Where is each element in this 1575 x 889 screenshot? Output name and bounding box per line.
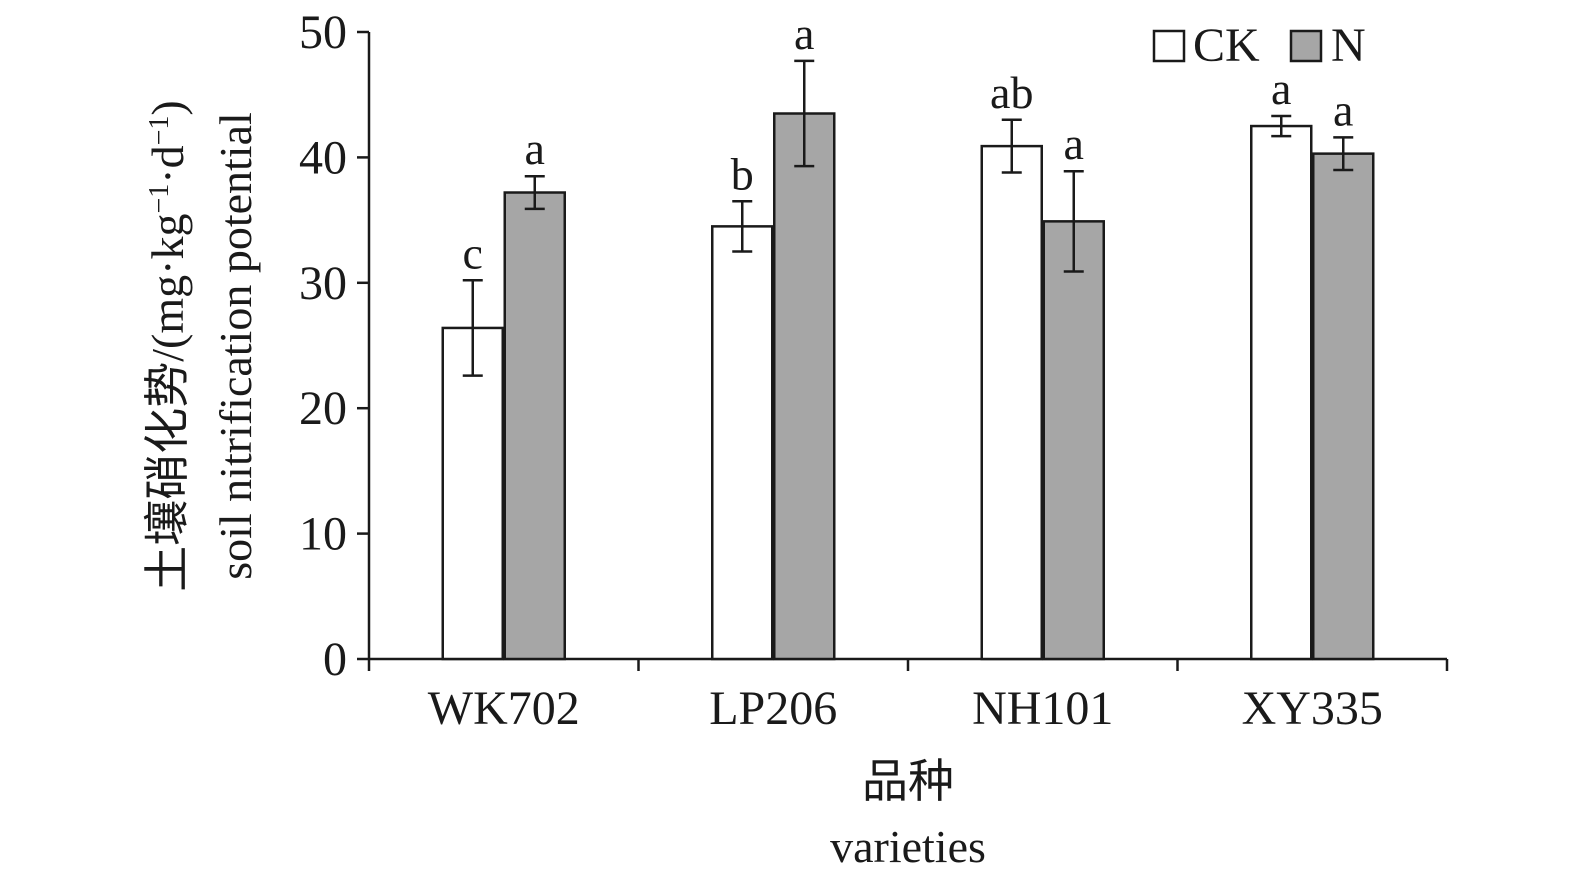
- legend-label-n: N: [1331, 19, 1366, 72]
- x-axis-title-cn: 品种: [862, 756, 954, 807]
- significance-letter: a: [1271, 63, 1291, 114]
- bar-n-nh101: [1042, 220, 1105, 661]
- bar-ck-xy335: [1250, 124, 1313, 661]
- y-tick-label: 10: [299, 508, 347, 561]
- significance-letter: ab: [990, 67, 1033, 118]
- y-tick-label: 40: [299, 131, 347, 184]
- bar-ck-lp206: [711, 225, 774, 661]
- legend-swatch-n: [1289, 29, 1323, 63]
- y-tick-label: 50: [299, 6, 347, 59]
- significance-letter: a: [1333, 84, 1353, 135]
- significance-letter: a: [794, 8, 814, 59]
- legend-label-ck: CK: [1193, 19, 1260, 72]
- x-category-label: WK702: [428, 682, 580, 735]
- legend-swatch-ck: [1152, 29, 1186, 63]
- bar-n-xy335: [1312, 152, 1375, 661]
- y-axis-title-en: soil nitrification potential: [210, 112, 261, 580]
- x-category-label: LP206: [709, 682, 837, 735]
- significance-letter: a: [525, 123, 545, 174]
- bars: [441, 59, 1375, 661]
- y-tick-label: 20: [299, 382, 347, 435]
- y-tick-label: 30: [299, 257, 347, 310]
- bar-n-wk702: [503, 191, 566, 661]
- significance-letter: a: [1064, 118, 1084, 169]
- significance-letter: b: [731, 148, 754, 199]
- bar-ck-nh101: [980, 144, 1043, 661]
- x-category-label: NH101: [972, 682, 1113, 735]
- bar-ck-wk702: [441, 326, 504, 661]
- y-tick-label: 0: [323, 633, 347, 686]
- significance-letter: c: [463, 227, 483, 278]
- bar-n-lp206: [773, 112, 836, 661]
- y-axis-title-cn: 土壤硝化势/(mg·kg−1·d−1): [142, 100, 193, 591]
- x-axis-title-en: varieties: [830, 821, 986, 872]
- legend: CK N: [1152, 19, 1366, 72]
- x-category-label: XY335: [1242, 682, 1383, 735]
